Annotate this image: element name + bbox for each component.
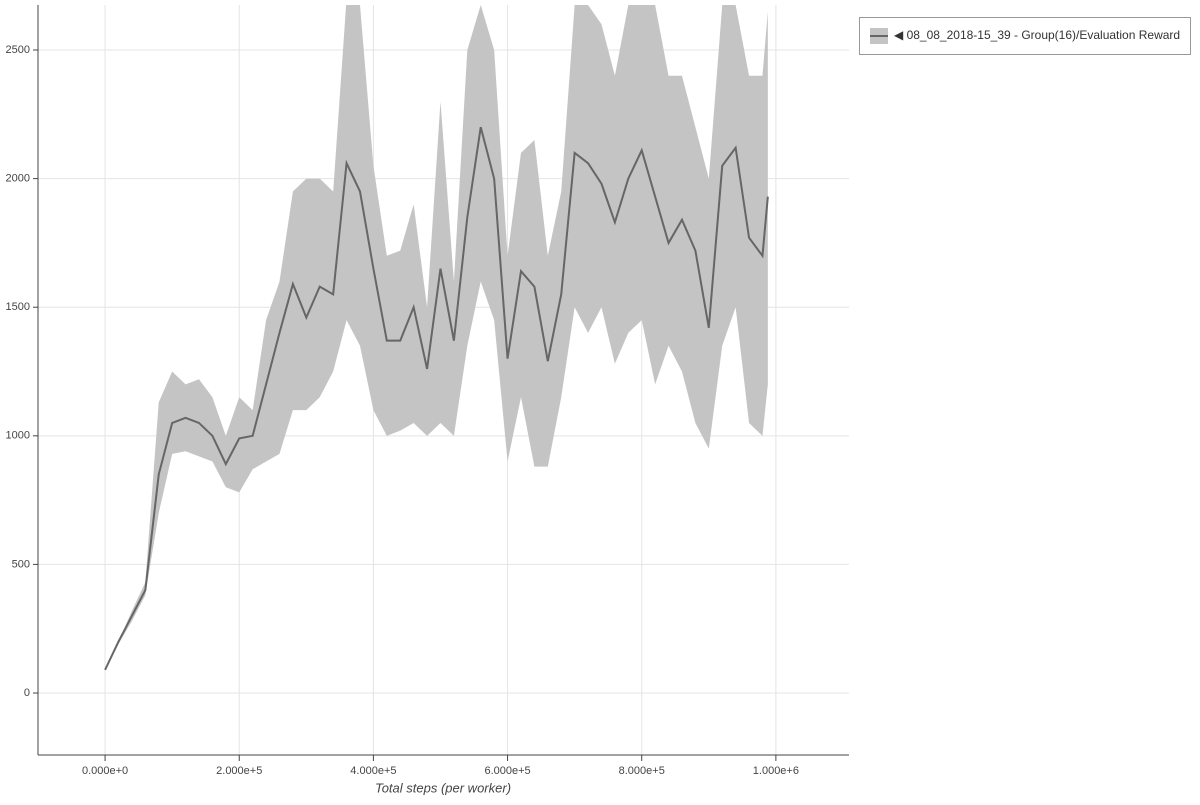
y-tick-label: 0	[24, 687, 30, 699]
legend-box	[859, 17, 1191, 55]
band	[105, 5, 768, 670]
x-tick-label: 1.000e+6	[753, 765, 799, 777]
y-tick-label: 500	[12, 558, 30, 570]
y-tick-label: 2500	[6, 44, 30, 56]
x-tick-label: 6.000e+5	[484, 765, 530, 777]
y-tick-label: 1000	[6, 430, 30, 442]
y-tick-label: 2000	[6, 173, 30, 185]
x-tick-label: 2.000e+5	[216, 765, 262, 777]
x-axis-label: Total steps (per worker)	[375, 780, 511, 795]
legend: ◀ 08_08_2018-15_39 - Group(16)/Evaluatio…	[870, 28, 1180, 44]
axes: 0 500 1000 1500 2000 2500 0.000e+0 2.000e+5 4.00…	[6, 5, 849, 777]
x-tick-label: 0.000e+0	[82, 765, 128, 777]
x-tick-label: 4.000e+5	[350, 765, 396, 777]
y-tick-label: 1500	[6, 301, 30, 313]
legend-label: ◀ 08_08_2018-15_39 - Group(16)/Evaluatio…	[894, 28, 1180, 42]
x-tick-label: 8.000e+5	[619, 765, 665, 777]
line	[104, 126, 769, 671]
plot-area	[104, 5, 769, 671]
